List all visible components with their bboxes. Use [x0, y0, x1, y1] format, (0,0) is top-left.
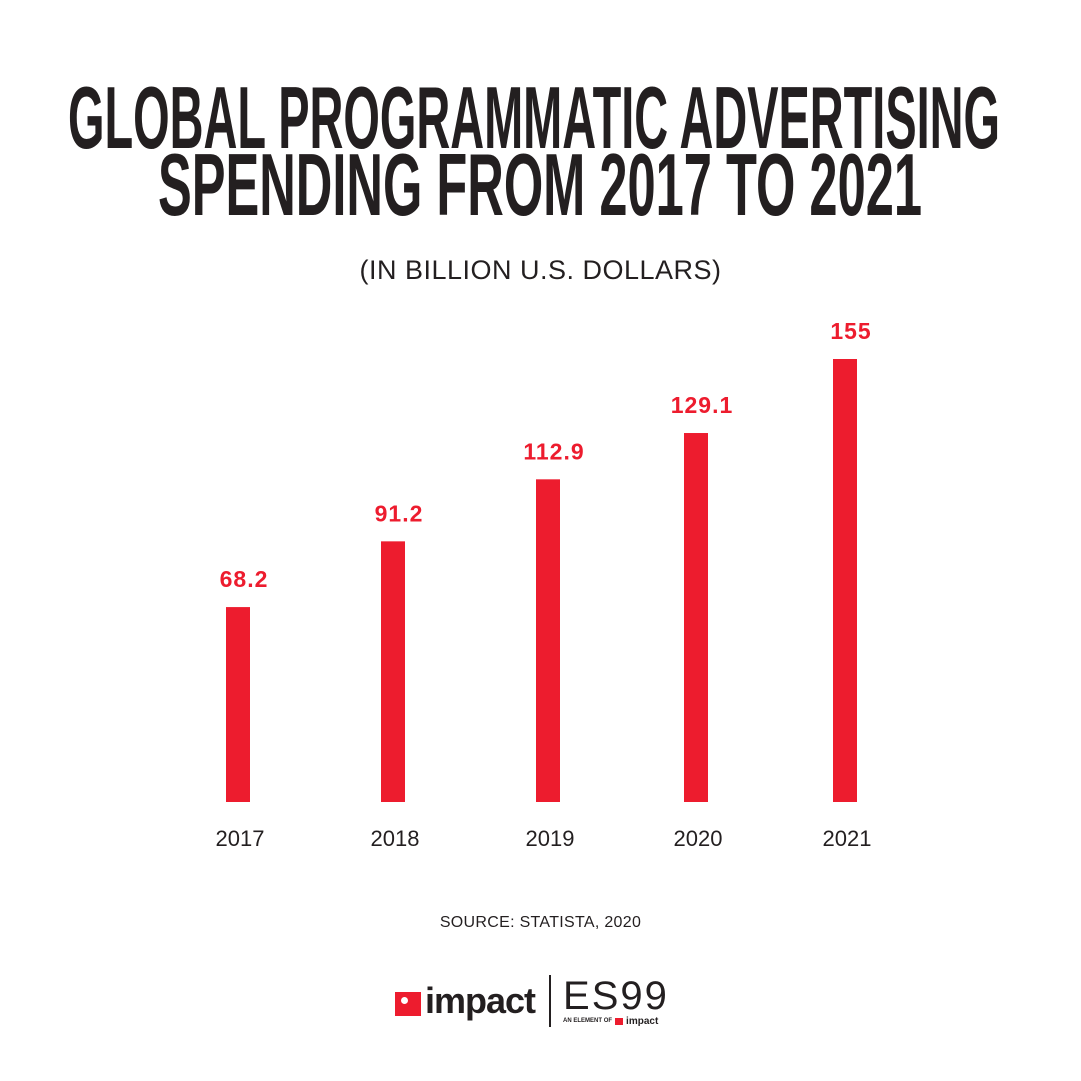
x-tick-label-2021: 2021	[823, 826, 872, 851]
bar-2021	[833, 359, 857, 802]
x-tick-label-2020: 2020	[674, 826, 723, 851]
footer-logos: impact ES99 AN ELEMENT OF impact	[395, 975, 669, 1027]
value-label-2021: 155	[830, 318, 871, 344]
impact-logo: impact	[425, 980, 536, 1021]
x-tick-label-2018: 2018	[371, 826, 420, 851]
chart-subtitle: (IN BILLION U.S. DOLLARS)	[359, 255, 722, 285]
chart-title-line-1: GLOBAL PROGRAMMATIC ADVERTISING	[68, 68, 1000, 167]
tagline-text: AN ELEMENT OF	[563, 1018, 613, 1024]
tagline-brand: impact	[626, 1015, 659, 1027]
es99-text: ES99	[563, 973, 669, 1018]
bar-chart: 68.2 2017 91.2 2018 112.9 2019 129.1 2020 155 202…	[216, 318, 872, 851]
chart-title: GLOBAL PROGRAMMATIC ADVERTISING SPENDING…	[68, 68, 1000, 234]
es99-logo: ES99 AN ELEMENT OF impact	[563, 976, 669, 1027]
value-label-2019: 112.9	[523, 438, 584, 464]
x-tick-label-2017: 2017	[216, 826, 265, 851]
chart-title-line-2: SPENDING FROM 2017 TO 2021	[158, 135, 922, 234]
bar-2017	[226, 607, 250, 802]
bar-2018	[381, 541, 405, 802]
bar-2019	[536, 479, 560, 802]
value-label-2020: 129.1	[671, 392, 734, 418]
value-label-2017: 68.2	[220, 566, 269, 592]
x-tick-label-2019: 2019	[526, 826, 575, 851]
impact-logo-mark-icon	[395, 992, 421, 1016]
es99-tagline: AN ELEMENT OF impact	[563, 1016, 669, 1027]
mini-impact-mark-icon	[615, 1017, 624, 1025]
source-note: SOURCE: STATISTA, 2020	[439, 914, 642, 931]
bar-2020	[684, 433, 708, 802]
value-label-2018: 91.2	[375, 500, 424, 526]
logo-divider	[549, 975, 552, 1027]
